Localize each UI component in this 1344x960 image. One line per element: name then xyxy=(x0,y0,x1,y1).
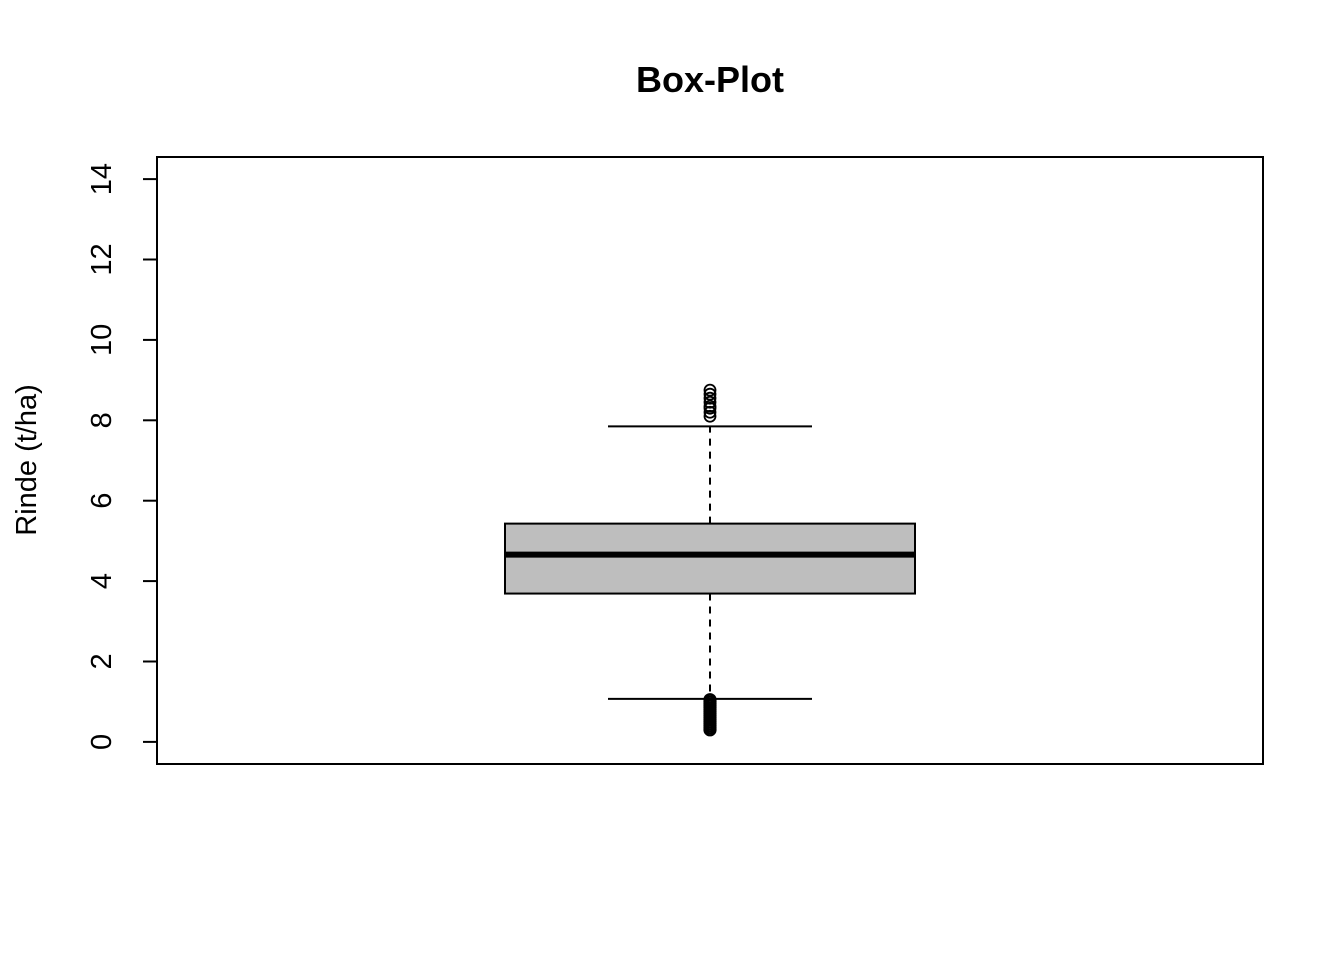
outlier-high-3 xyxy=(703,399,717,413)
outlier-high-6 xyxy=(703,387,717,401)
y-tick-label-7: 14 xyxy=(86,163,118,195)
outlier-high-5 xyxy=(703,391,717,405)
y-tick-label-5: 10 xyxy=(86,324,118,356)
outlier-high-0 xyxy=(703,409,717,423)
chart-title: Box-Plot xyxy=(636,59,784,100)
outlier-high-1 xyxy=(703,405,717,419)
y-tick-label-6: 12 xyxy=(86,243,118,275)
iqr-box xyxy=(504,522,916,595)
y-tick-label-0: 0 xyxy=(86,734,118,750)
y-tick-label-2: 4 xyxy=(86,573,118,589)
outlier-high-7 xyxy=(703,383,717,397)
box-group xyxy=(504,383,916,737)
y-axis-label: Rinde (t/ha) xyxy=(11,384,43,536)
outlier-low-15 xyxy=(703,693,717,707)
outlier-high-4 xyxy=(703,395,717,409)
y-tick-label-3: 6 xyxy=(86,493,118,509)
y-axis: 0 2 4 6 8 10 12 14 xyxy=(86,163,158,750)
y-tick-label-1: 2 xyxy=(86,653,118,669)
y-tick-label-4: 8 xyxy=(86,412,118,428)
